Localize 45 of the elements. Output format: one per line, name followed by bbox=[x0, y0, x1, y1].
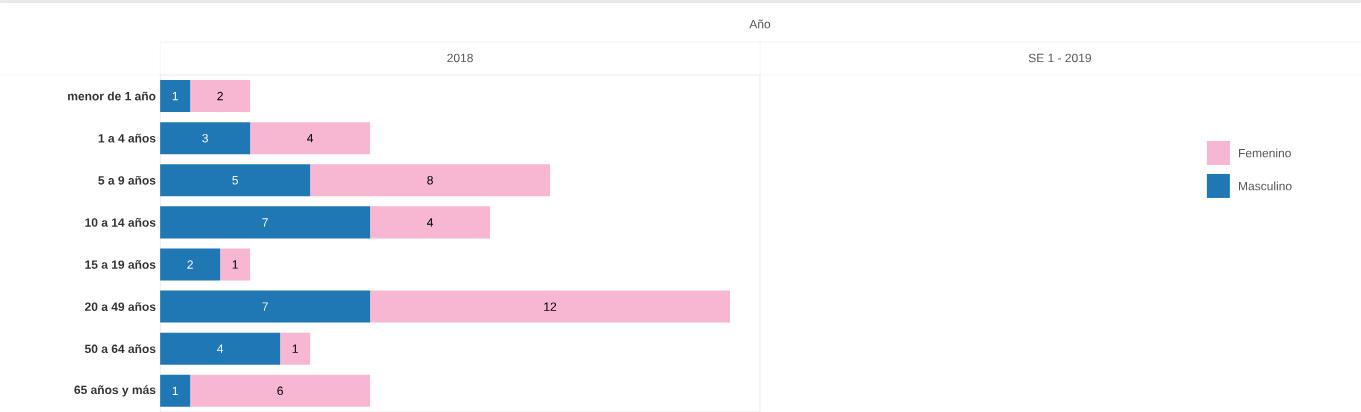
data-label: 6 bbox=[277, 386, 283, 396]
data-label: 1 bbox=[172, 386, 178, 395]
legend-label: Masculino bbox=[1239, 181, 1292, 191]
bar bbox=[220, 248, 251, 281]
y-tick-label: 5 a 9 años bbox=[98, 175, 156, 185]
bar bbox=[160, 248, 221, 281]
y-tick-label: 15 a 19 años bbox=[85, 260, 156, 269]
data-label: 7 bbox=[262, 218, 268, 227]
data-label: 1 bbox=[232, 260, 238, 269]
data-label: 7 bbox=[262, 302, 268, 311]
bar bbox=[160, 80, 191, 113]
y-tick-label: menor de 1 año bbox=[68, 91, 156, 101]
y-tick-label: 10 a 14 años bbox=[85, 217, 156, 227]
data-label: 8 bbox=[427, 175, 433, 185]
y-tick-label: 1 a 4 años bbox=[98, 133, 156, 143]
data-label: 4 bbox=[217, 344, 224, 353]
data-label: 3 bbox=[202, 133, 208, 143]
chart-title: 2018 bbox=[447, 53, 473, 63]
bar bbox=[370, 206, 491, 239]
y-tick-label: 50 a 64 años bbox=[84, 344, 156, 354]
bar bbox=[310, 164, 551, 197]
data-label: 2 bbox=[217, 91, 223, 101]
bar bbox=[160, 332, 281, 365]
bar bbox=[160, 164, 311, 197]
text: Año bbox=[749, 19, 771, 29]
data-label: 1 bbox=[292, 344, 298, 353]
bar bbox=[160, 290, 371, 323]
bar bbox=[190, 374, 371, 407]
data-label: 4 bbox=[307, 133, 314, 143]
bar bbox=[190, 80, 251, 113]
legend-label: Femenino bbox=[1239, 148, 1291, 158]
bar bbox=[160, 122, 251, 155]
bar bbox=[160, 206, 371, 239]
bar bbox=[280, 332, 311, 365]
y-tick-label: 65 años y más bbox=[74, 385, 156, 397]
data-label: 12 bbox=[544, 302, 557, 311]
data-label: 5 bbox=[232, 176, 238, 185]
y-tick-label: 20 a 49 años bbox=[85, 302, 156, 311]
bar bbox=[370, 290, 730, 323]
bar bbox=[160, 374, 191, 407]
data-label: 2 bbox=[187, 260, 193, 269]
data-label: 4 bbox=[427, 218, 434, 227]
bar bbox=[250, 122, 371, 155]
data-label: 1 bbox=[172, 91, 178, 101]
text: SE 1 - 2019 bbox=[1028, 53, 1091, 63]
